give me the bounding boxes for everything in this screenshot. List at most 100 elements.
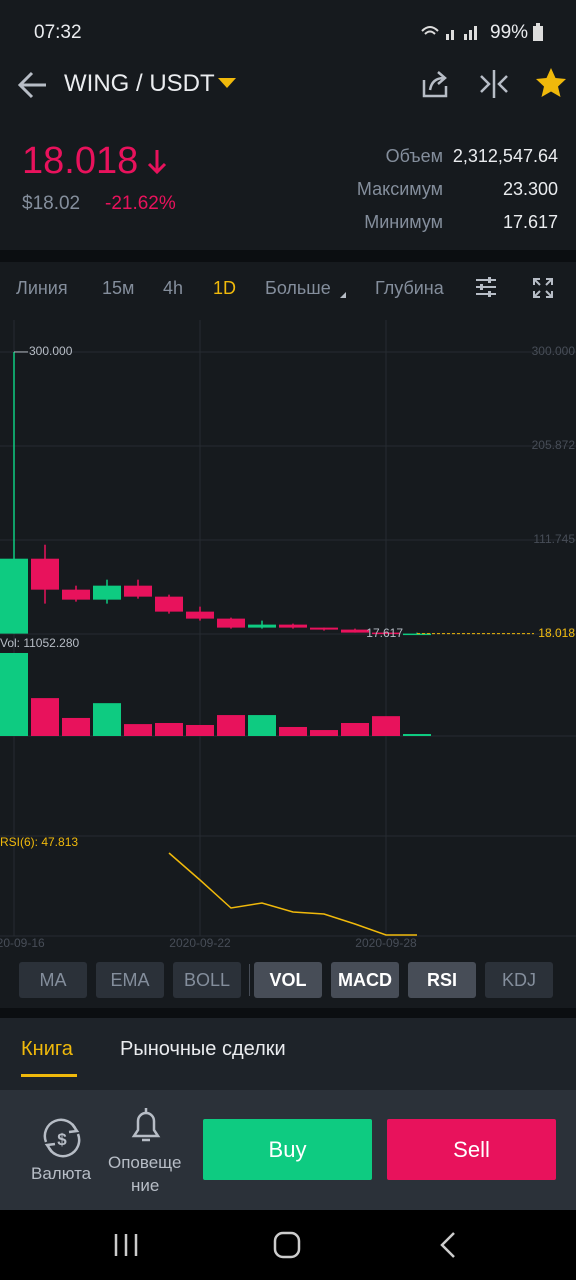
volume-bar xyxy=(0,652,28,736)
book-tabs: Книга Рыночные сделки xyxy=(0,1018,576,1090)
volume-bar xyxy=(93,703,121,736)
interval-tab[interactable]: 1D xyxy=(213,278,237,298)
action-bar: $ Валюта Оповеще ние Buy Sell xyxy=(0,1090,576,1210)
interval-tab[interactable]: Больше xyxy=(265,278,331,298)
candle-body xyxy=(186,611,214,619)
y-tick-label: 17.617 xyxy=(538,626,575,640)
interval-tab[interactable]: Линия xyxy=(16,278,68,298)
candle-body xyxy=(310,627,338,630)
share-button[interactable] xyxy=(420,68,450,100)
candle-body xyxy=(217,618,245,628)
alert-label[interactable]: ние xyxy=(131,1176,160,1195)
settings-button[interactable] xyxy=(474,275,498,299)
currency-label[interactable]: Валюта xyxy=(31,1164,92,1183)
volume-bar xyxy=(248,715,276,736)
dropdown-mark xyxy=(340,292,346,298)
favorite-star[interactable] xyxy=(534,66,568,100)
svg-text:$: $ xyxy=(57,1130,67,1149)
volume-bar xyxy=(124,724,152,736)
indicator-button[interactable]: VOL xyxy=(254,962,322,998)
interval-tab[interactable]: Глубина xyxy=(375,278,444,298)
separator xyxy=(249,964,250,996)
volume-label: Vol: 11052.280 xyxy=(0,636,80,650)
stat-value: 17.617 xyxy=(502,212,558,232)
ticker-panel: 18.018 $18.02 -21.62% Объем 2,312,547.64 М… xyxy=(0,120,576,250)
tab-trades[interactable]: Рыночные сделки xyxy=(120,1038,286,1060)
indicator-button[interactable]: KDJ xyxy=(485,962,553,998)
candle-body xyxy=(279,624,307,628)
stat-label: Минимум xyxy=(364,212,443,232)
alert-label[interactable]: Оповеще xyxy=(108,1153,182,1172)
x-tick-label: 2020-09-16 xyxy=(0,936,45,950)
candle-body xyxy=(341,629,369,633)
volume-bar xyxy=(31,698,59,736)
back-nav-button[interactable] xyxy=(438,1231,458,1259)
header: WING / USDT xyxy=(0,50,576,120)
status-bar: 07:32 99% xyxy=(0,0,576,50)
indicator-button[interactable]: MACD xyxy=(331,962,399,998)
volume-bar xyxy=(217,715,245,736)
candle-body xyxy=(248,624,276,628)
stat-value: 2,312,547.64 xyxy=(452,146,558,166)
battery-level: 99% xyxy=(490,22,529,43)
last-price: 18.018 xyxy=(22,140,139,182)
stat-label: Объем xyxy=(385,146,443,166)
sell-button[interactable]: Sell xyxy=(387,1119,556,1180)
x-tick-label: 2020-09-28 xyxy=(355,936,417,950)
indicator-button[interactable]: RSI xyxy=(408,962,476,998)
alert-icon[interactable] xyxy=(128,1106,164,1146)
volume-bar xyxy=(403,734,431,736)
divider xyxy=(0,1008,576,1018)
buy-button[interactable]: Buy xyxy=(203,1119,372,1180)
clock: 07:32 xyxy=(34,22,82,43)
pair-title[interactable]: WING / USDT xyxy=(64,70,215,97)
indicator-buttons: MA EMA BOLL VOL MACD RSI KDJ xyxy=(0,958,576,1004)
tab-underline xyxy=(21,1074,77,1077)
indicator-button[interactable]: BOLL xyxy=(173,962,241,998)
volume-bar xyxy=(279,726,307,736)
rsi-label: RSI(6): 47.813 xyxy=(0,835,78,849)
last-price-label: 18.018 xyxy=(538,626,575,640)
nav-bar xyxy=(0,1210,576,1280)
indicator-button[interactable]: EMA xyxy=(96,962,164,998)
max-label: 300.000 xyxy=(29,344,73,358)
min-label: 17.617 xyxy=(366,626,403,640)
tab-book[interactable]: Книга xyxy=(21,1038,73,1060)
home-button[interactable] xyxy=(272,1230,302,1260)
candle-body xyxy=(124,585,152,597)
pair-dropdown[interactable] xyxy=(218,78,236,90)
candle-body xyxy=(403,633,431,636)
interval-tab[interactable]: 4h xyxy=(163,278,184,298)
currency-icon[interactable]: $ xyxy=(38,1118,86,1158)
compare-button[interactable] xyxy=(478,68,510,100)
interval-tabs: Линия 15м 4h 1D Больше Глубина xyxy=(0,262,576,314)
y-tick-label: 300.000 xyxy=(532,344,576,358)
candle-body xyxy=(155,596,183,612)
y-tick-label: 205.872 xyxy=(532,438,576,452)
volume-bar xyxy=(155,723,183,736)
rsi-line xyxy=(168,852,417,936)
volume-bar xyxy=(341,723,369,736)
stat-value: 23.300 xyxy=(502,179,558,199)
volume-bar xyxy=(62,717,90,736)
volume-bar xyxy=(186,724,214,736)
interval-tab[interactable]: 15м xyxy=(102,278,135,298)
indicator-button[interactable]: MA xyxy=(19,962,87,998)
x-tick-label: 2020-09-22 xyxy=(169,936,231,950)
fullscreen-button[interactable] xyxy=(532,277,554,299)
candle-body xyxy=(62,589,90,600)
price-change: -21.62% xyxy=(105,193,176,214)
back-button[interactable] xyxy=(16,68,50,102)
chart: 300.000 205.872 111.745 17.617 2020-09-16 202… xyxy=(0,320,576,950)
candle-body xyxy=(372,632,400,635)
signal-icons xyxy=(421,26,477,40)
candle-body xyxy=(93,585,121,600)
battery-icon xyxy=(533,23,543,41)
y-tick-label: 111.745 xyxy=(533,532,575,546)
candle-body xyxy=(0,558,28,634)
volume-bar xyxy=(372,716,400,736)
candle-body xyxy=(31,558,59,590)
recents-button[interactable] xyxy=(112,1232,140,1258)
down-arrow xyxy=(147,150,167,175)
